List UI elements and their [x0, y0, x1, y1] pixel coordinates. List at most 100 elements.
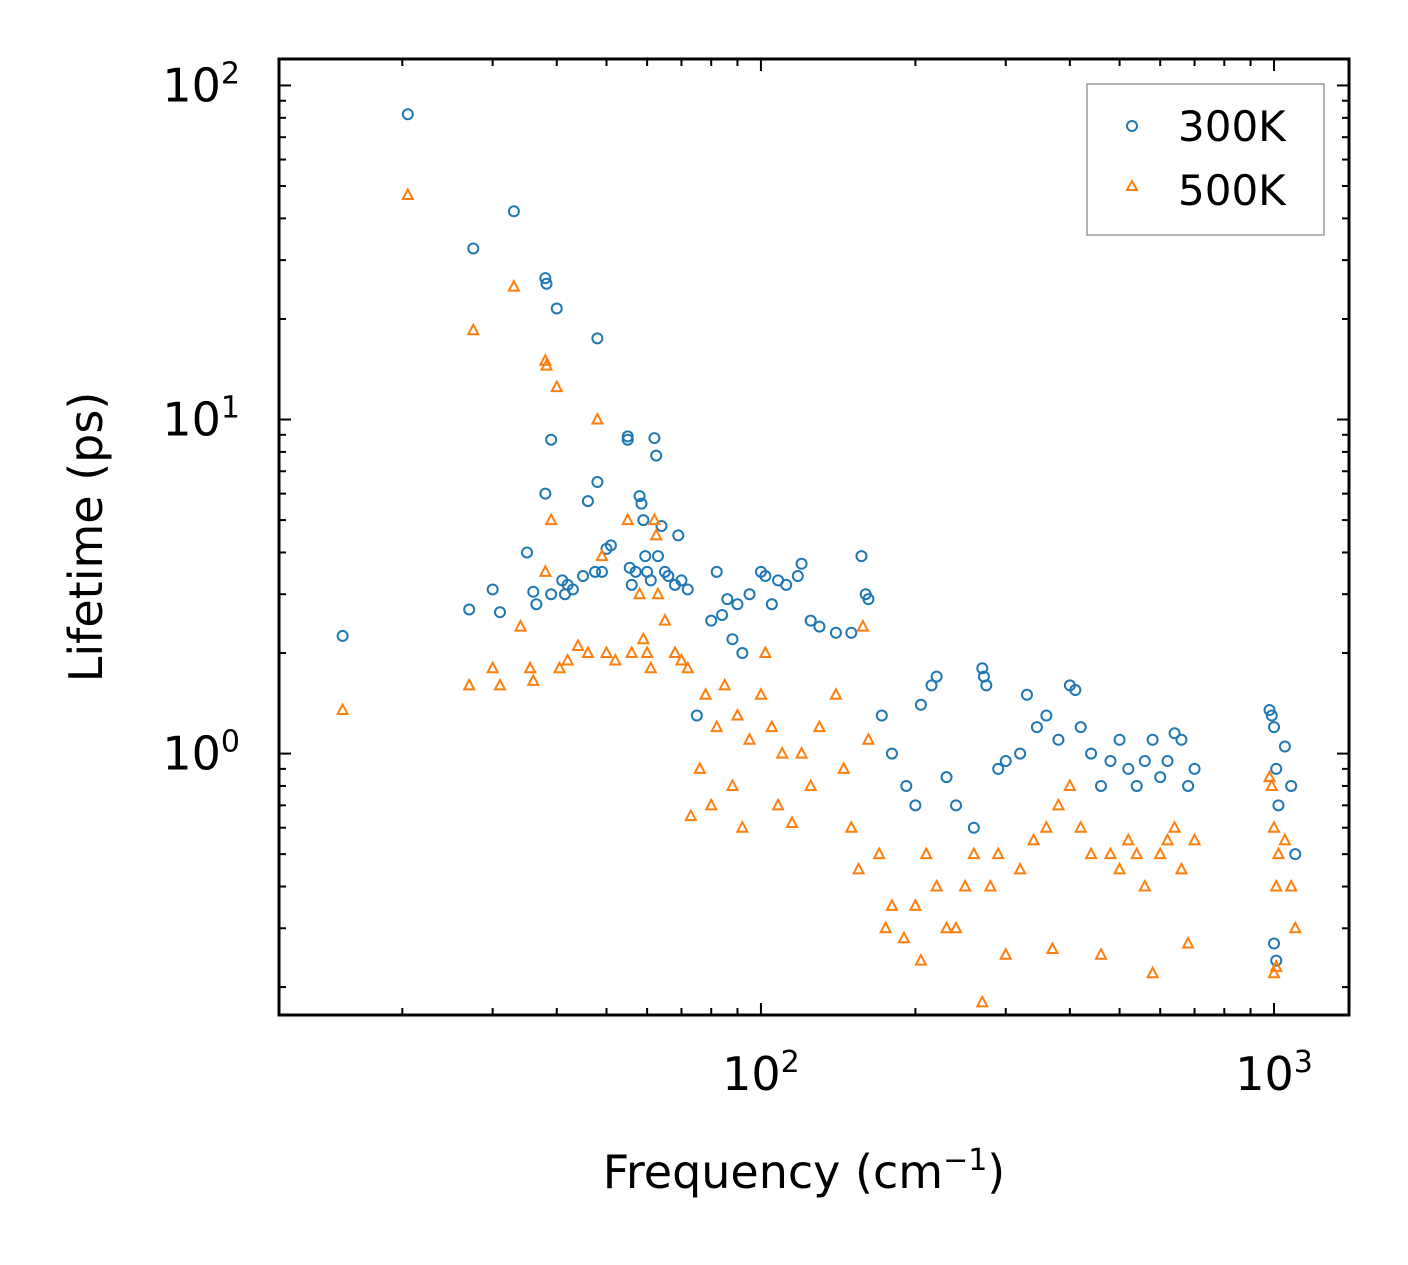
point-300K-86	[999, 755, 1012, 768]
point-300K-64	[795, 557, 808, 570]
point-300K-90	[1040, 709, 1053, 722]
point-500K-81	[1051, 797, 1066, 811]
point-500K-32	[658, 613, 672, 626]
point-300K-35	[637, 514, 650, 527]
x-axis-label-suffix: )	[987, 1145, 1005, 1199]
legend-marker-300K	[1126, 120, 1138, 132]
point-500K-58	[851, 861, 866, 875]
y-tick-label-0: 100	[162, 725, 240, 781]
point-500K-51	[785, 815, 799, 828]
point-300K-50	[705, 614, 718, 627]
point-500K-0	[335, 702, 350, 716]
point-500K-99	[1265, 778, 1279, 791]
point-500K-93	[1160, 832, 1175, 846]
point-500K-69	[939, 920, 954, 934]
point-500K-27	[640, 645, 654, 659]
point-500K-66	[914, 952, 928, 966]
y-tick-label-base: 10	[162, 727, 221, 781]
plot-frame	[277, 57, 1351, 1017]
point-300K-52	[716, 608, 729, 621]
point-300K-105	[1168, 727, 1181, 740]
point-500K-11	[539, 357, 554, 371]
point-500K-26	[636, 631, 651, 645]
point-300K-44	[662, 570, 675, 583]
point-300K-5	[493, 606, 506, 619]
point-300K-0	[336, 629, 349, 642]
point-500K-15	[552, 660, 567, 674]
y-axis-label: Lifetime (ps)	[59, 392, 113, 683]
point-500K-20	[595, 548, 609, 562]
point-300K-53	[721, 593, 734, 606]
point-300K-114	[1278, 740, 1291, 753]
point-300K-69	[855, 550, 868, 563]
point-500K-23	[621, 512, 635, 526]
point-500K-63	[885, 898, 899, 911]
point-300K-107	[1182, 779, 1195, 792]
point-300K-59	[759, 570, 772, 583]
series-500K	[335, 187, 1302, 1008]
point-500K-1	[401, 187, 415, 200]
y-tick-label-base: 10	[162, 393, 221, 447]
point-500K-91	[1145, 965, 1160, 979]
point-500K-3	[466, 322, 480, 336]
point-500K-28	[644, 660, 658, 674]
point-500K-2	[462, 677, 476, 691]
x-axis-label-superscript: −1	[943, 1143, 987, 1178]
point-500K-9	[526, 673, 540, 686]
point-300K-77	[925, 679, 938, 692]
point-500K-80	[1045, 941, 1060, 955]
point-500K-65	[908, 898, 923, 911]
point-500K-53	[804, 778, 818, 791]
point-300K-108	[1188, 762, 1201, 775]
point-300K-63	[791, 570, 804, 583]
point-500K-21	[599, 645, 614, 659]
point-500K-92	[1153, 846, 1167, 860]
point-300K-104	[1161, 755, 1174, 768]
point-300K-116	[1289, 848, 1302, 861]
point-500K-36	[684, 808, 698, 822]
point-500K-30	[649, 527, 663, 541]
point-300K-81	[967, 821, 980, 834]
y-tick-label-exp: 2	[221, 56, 240, 91]
point-500K-25	[632, 586, 647, 600]
point-300K-32	[629, 565, 642, 578]
point-500K-18	[581, 645, 595, 659]
point-500K-96	[1181, 935, 1195, 949]
point-300K-41	[651, 550, 664, 563]
point-300K-73	[885, 747, 898, 760]
point-500K-104	[1284, 878, 1298, 892]
point-300K-34	[635, 497, 648, 510]
point-300K-75	[909, 799, 922, 812]
point-500K-102	[1271, 846, 1286, 860]
point-500K-90	[1138, 878, 1152, 892]
point-300K-47	[675, 574, 688, 587]
point-300K-56	[736, 647, 749, 660]
point-300K-27	[604, 539, 617, 552]
point-300K-23	[591, 332, 604, 345]
point-300K-24	[591, 476, 604, 489]
x-tick-label-1: 103	[1235, 1045, 1313, 1101]
y-tick-label-2: 102	[162, 56, 240, 112]
legend: 300K 500K	[1086, 83, 1325, 236]
point-300K-42	[655, 520, 668, 533]
point-500K-19	[590, 411, 605, 425]
point-300K-71	[862, 593, 875, 606]
x-tick-label-0: 102	[722, 1045, 800, 1101]
legend-label-500K: 500K	[1178, 166, 1287, 215]
point-300K-2	[463, 603, 476, 616]
point-500K-24	[625, 645, 639, 659]
point-500K-38	[698, 687, 713, 700]
point-300K-22	[589, 565, 602, 578]
point-300K-46	[672, 529, 685, 542]
point-300K-10	[539, 272, 552, 285]
point-500K-44	[735, 820, 750, 833]
point-300K-55	[731, 598, 744, 611]
point-500K-14	[550, 379, 564, 393]
point-300K-106	[1175, 733, 1188, 746]
point-300K-115	[1285, 779, 1298, 792]
point-500K-62	[878, 920, 893, 934]
point-300K-29	[621, 430, 634, 443]
point-500K-77	[1013, 861, 1027, 875]
